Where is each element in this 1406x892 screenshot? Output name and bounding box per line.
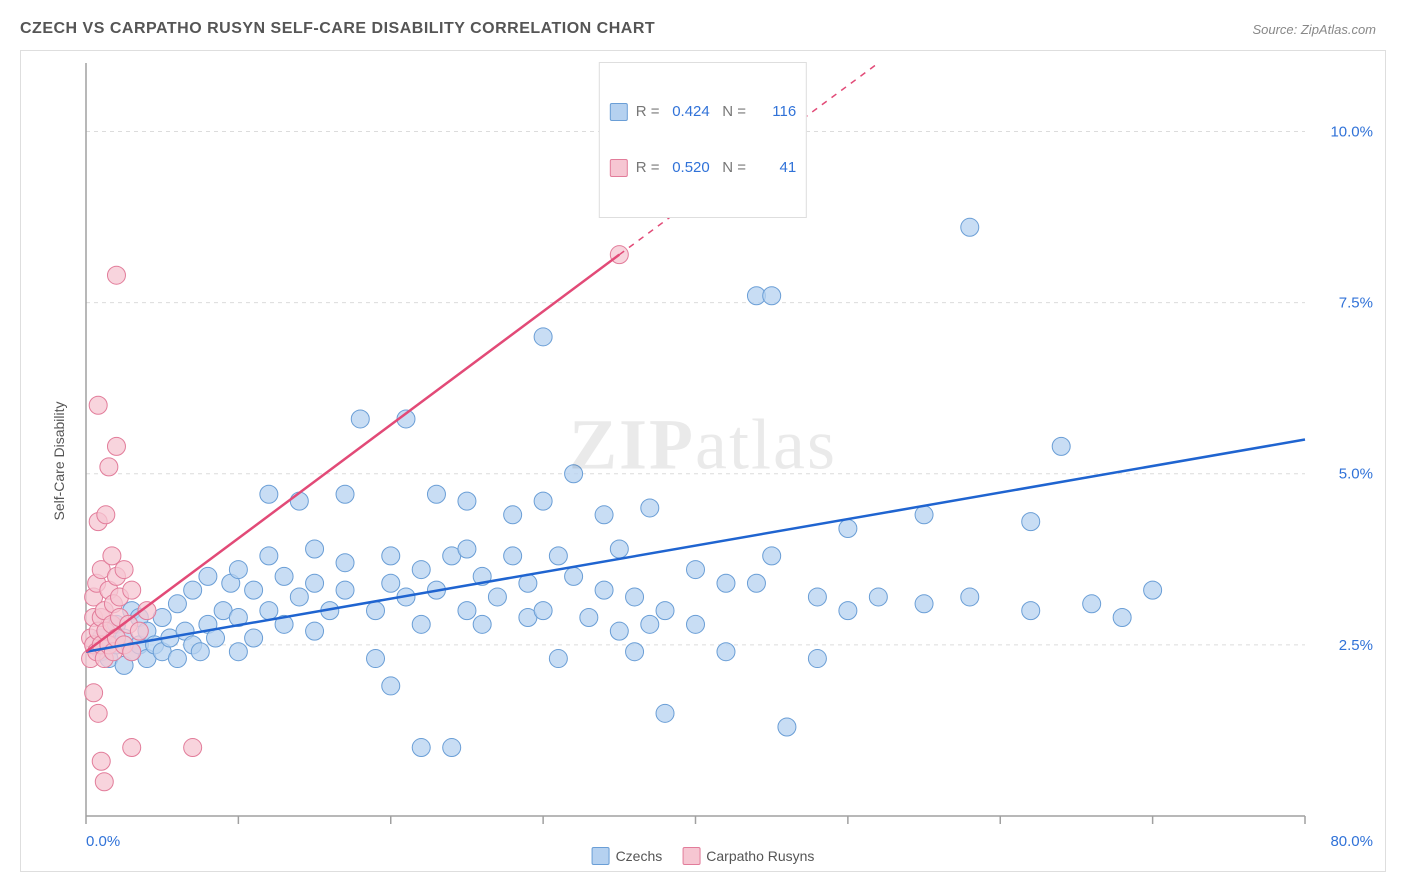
stats-row-2: R = 0.520 N = 41 [610,157,796,179]
chart-container: CZECH VS CARPATHO RUSYN SELF-CARE DISABI… [0,0,1406,892]
swatch-icon [682,847,700,865]
svg-text:0.0%: 0.0% [86,833,120,850]
svg-text:10.0%: 10.0% [1330,123,1373,140]
svg-text:5.0%: 5.0% [1339,466,1373,483]
swatch-icon [610,103,628,121]
stats-row-1: R = 0.424 N = 116 [610,101,796,123]
svg-text:2.5%: 2.5% [1339,637,1373,654]
legend-label: Czechs [616,848,663,864]
swatch-icon [592,847,610,865]
svg-text:7.5%: 7.5% [1339,295,1373,312]
y-axis-label: Self-Care Disability [51,401,67,520]
bottom-legend: Czechs Carpatho Rusyns [592,847,815,865]
svg-text:80.0%: 80.0% [1330,833,1373,850]
legend-label: Carpatho Rusyns [706,848,814,864]
legend-item-carpatho: Carpatho Rusyns [682,847,814,865]
stats-legend: R = 0.424 N = 116 R = 0.520 N = 41 [599,62,807,218]
swatch-icon [610,159,628,177]
chart-title: CZECH VS CARPATHO RUSYN SELF-CARE DISABI… [20,20,655,38]
legend-item-czechs: Czechs [592,847,663,865]
source-attribution: Source: ZipAtlas.com [1252,22,1376,37]
